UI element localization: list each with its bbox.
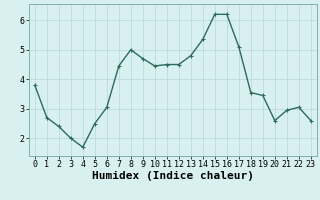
X-axis label: Humidex (Indice chaleur): Humidex (Indice chaleur) <box>92 171 254 181</box>
